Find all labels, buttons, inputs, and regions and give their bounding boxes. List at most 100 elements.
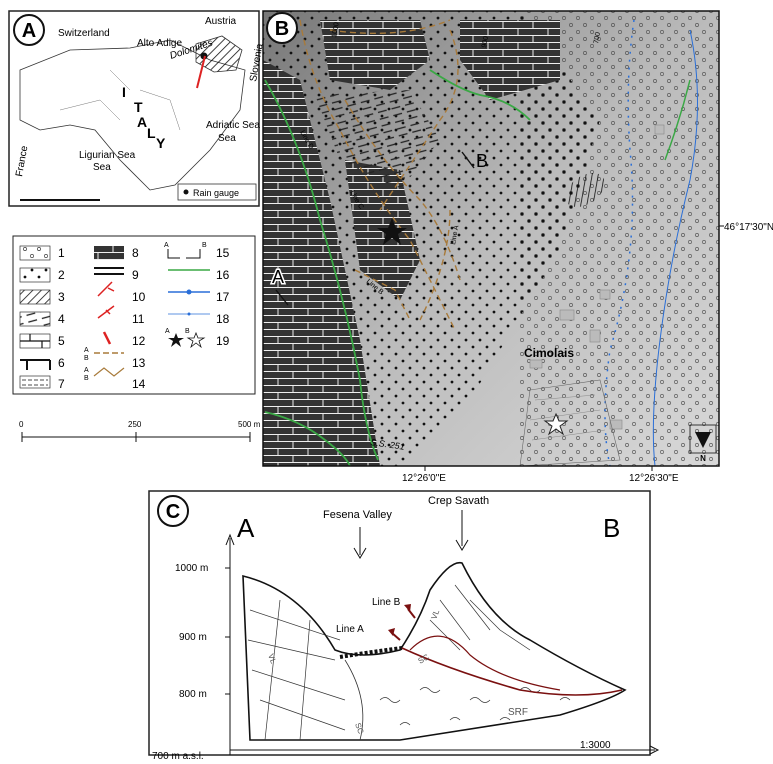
coord-lat: 46°17'30"N	[724, 222, 773, 233]
label-switzerland: Switzerland	[58, 28, 110, 39]
scale-tick-500: 500 m	[238, 420, 261, 429]
unit-vl-west: VL	[266, 653, 278, 666]
line-d	[299, 19, 456, 331]
italy-letter: A	[137, 114, 147, 130]
elev-1000: 1000 m	[175, 563, 208, 574]
label-ligurian-sea: Sea	[93, 162, 111, 173]
label-adriatic-sea: Sea	[218, 133, 236, 144]
legend-num-4: 4	[58, 312, 65, 326]
line-b-trace	[409, 635, 561, 691]
legend-num-1: 1	[58, 246, 65, 260]
coord-lon2: 12°26'30"E	[629, 473, 679, 484]
scale-tick-250: 250	[128, 420, 142, 429]
elev-800: 800 m	[179, 689, 207, 700]
legend-num-16: 16	[216, 268, 230, 282]
label-ligurian: Ligurian Sea	[79, 150, 136, 161]
legend-num-7: 7	[58, 377, 65, 391]
unit-vl-east: VL	[429, 608, 441, 621]
legend-num-3: 3	[58, 290, 65, 304]
section-scale: 1:3000	[580, 740, 611, 751]
label-france: France	[14, 145, 30, 178]
unit-srf: SRF	[508, 707, 528, 718]
legend-num-8: 8	[132, 246, 139, 260]
dashed-unit	[315, 90, 440, 190]
panel-c-label: C	[166, 501, 180, 523]
legend-b: B	[185, 328, 190, 335]
line-b	[354, 269, 411, 321]
label-austria: Austria	[205, 16, 237, 27]
river-18	[652, 29, 698, 467]
north-arrow: N	[689, 424, 717, 463]
contour-700: 700	[593, 32, 602, 45]
legend-b: B	[84, 355, 89, 362]
map-a-halo: A	[272, 267, 284, 287]
section-end-a: A	[237, 513, 255, 543]
legend-num-12: 12	[132, 334, 146, 348]
elev-900: 900 m	[179, 632, 207, 643]
line-c	[344, 99, 461, 281]
legend-a: A	[164, 242, 169, 249]
section-line-b-label: Line B	[372, 597, 401, 608]
place-cimolais: Cimolais	[524, 346, 574, 360]
legend-num-5: 5	[58, 334, 65, 348]
unit-sc-west: SC	[353, 722, 365, 736]
limestone-northeast	[460, 20, 560, 100]
legend-num-11: 11	[132, 312, 145, 326]
legend-a: A	[84, 347, 89, 354]
legend-num-2: 2	[58, 268, 65, 282]
section-end-b: B	[603, 513, 620, 543]
coord-lon1: 12°26'0"E	[402, 473, 446, 484]
geologic-map: A A B Cimolais S.S. 251 Line D Line C Li…	[262, 10, 773, 484]
legend-b: B	[84, 375, 89, 382]
line-a-deposit	[339, 646, 403, 659]
legend-num-14: 14	[132, 377, 146, 391]
hatched-unit	[565, 172, 605, 208]
legend: 1 2 3 4 5 6 7 8 9 10 11 12 13 14 15 16 1…	[12, 235, 256, 395]
road-label: S.S. 251	[370, 437, 406, 452]
map-section-b: B	[476, 151, 488, 171]
line-a	[419, 209, 451, 321]
legend-num-18: 18	[216, 312, 230, 326]
legend-num-13: 13	[132, 356, 146, 370]
legend-a: A	[84, 367, 89, 374]
section-profile	[242, 561, 627, 741]
locator-line	[196, 55, 206, 89]
panel-a-label: A	[22, 20, 36, 42]
italy-outline	[19, 39, 246, 191]
inset-map: A Switzerland Austria Alto Adige Dolomit…	[8, 10, 266, 207]
study-region	[195, 35, 243, 73]
north-label: N	[700, 454, 706, 463]
label-line-a: Line A	[450, 225, 460, 246]
italy-letter: L	[147, 125, 156, 141]
legend-a: A	[165, 328, 170, 335]
section-point-b-star	[543, 412, 569, 436]
legend-num-17: 17	[216, 290, 230, 304]
built-area	[519, 379, 621, 467]
label-crep-savath: Crep Savath	[428, 495, 489, 507]
cross-section: C A B Fesena Valley Crep Savath 1000 m 9…	[148, 490, 660, 762]
italy-letter: Y	[156, 135, 166, 151]
italy-letter: T	[134, 99, 143, 115]
legend-num-15: 15	[216, 246, 230, 260]
legend-b: B	[202, 242, 207, 249]
green-line-west	[264, 79, 379, 461]
contour-1000: 1000	[331, 22, 341, 39]
italy-letter: I	[122, 84, 126, 100]
contour-900: 900	[481, 36, 490, 49]
legend-num-19: 19	[216, 334, 230, 348]
scale-tick-0: 0	[19, 420, 24, 429]
label-alto-adige: Alto Adige	[137, 38, 182, 49]
scale-bar: 0 250 500 m	[19, 420, 261, 442]
limestone-west	[263, 60, 380, 466]
map-section-a: A	[272, 267, 284, 287]
legend-num-9: 9	[132, 268, 139, 282]
elev-700: 700 m a.s.l.	[152, 751, 204, 762]
section-line-a-label: Line A	[336, 624, 364, 635]
section-point-a-star	[377, 218, 407, 245]
limestone-north	[320, 20, 430, 90]
legend-num-6: 6	[58, 356, 65, 370]
line-a-trace	[401, 647, 623, 696]
rain-gauge-legend: Rain gauge	[193, 188, 239, 198]
legend-num-10: 10	[132, 290, 146, 304]
